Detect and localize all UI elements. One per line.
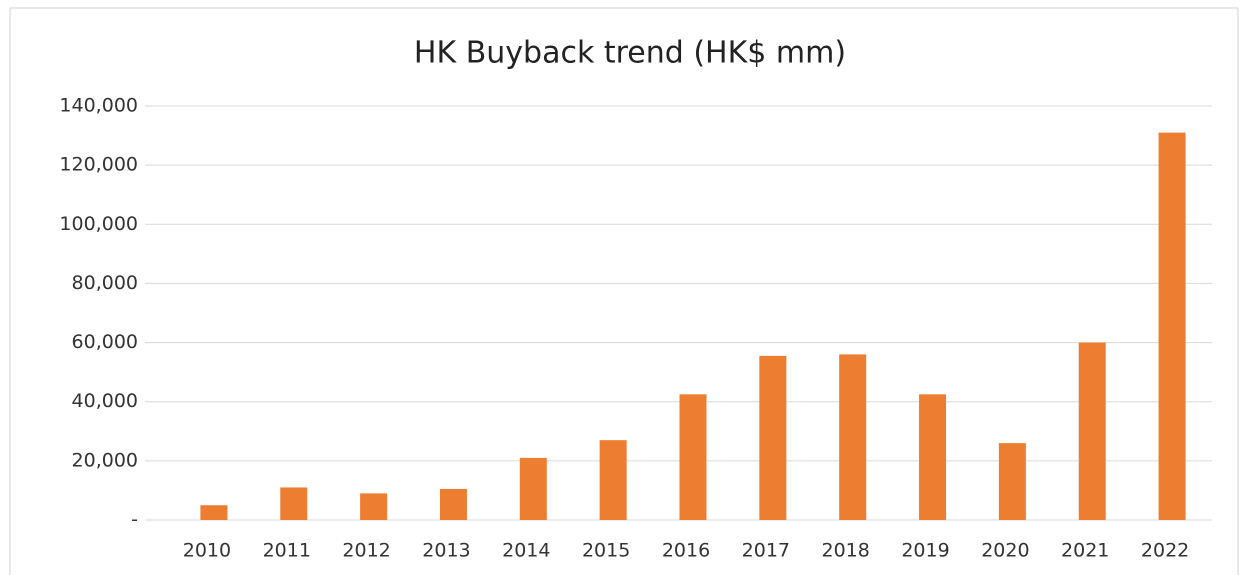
bar: [439, 488, 467, 520]
bar: [360, 493, 388, 520]
chart-title: HK Buyback trend (HK$ mm): [414, 36, 846, 71]
y-tick-label: 40,000: [72, 390, 138, 412]
y-tick-label: 20,000: [72, 449, 138, 471]
x-tick-label: 2018: [822, 540, 870, 562]
y-tick-label: 80,000: [72, 272, 138, 294]
x-tick-label: 2022: [1141, 540, 1189, 562]
bar: [519, 457, 547, 520]
x-tick-label: 2013: [422, 540, 470, 562]
y-tick-label: 140,000: [59, 95, 138, 117]
y-tick-label: 100,000: [59, 213, 138, 235]
x-tick-label: 2017: [742, 540, 790, 562]
bar: [919, 394, 947, 520]
x-tick-label: 2011: [263, 540, 311, 562]
x-tick-label: 2015: [582, 540, 630, 562]
y-tick-label: -: [131, 509, 138, 531]
x-tick-label: 2016: [662, 540, 710, 562]
bar: [599, 440, 627, 520]
bar: [280, 487, 308, 520]
x-tick-label: 2010: [183, 540, 231, 562]
bar: [759, 355, 787, 520]
bar: [200, 505, 228, 520]
bar: [998, 443, 1026, 520]
x-tick-label: 2012: [342, 540, 390, 562]
bar: [1158, 132, 1186, 520]
bar: [679, 394, 707, 520]
x-tick-label: 2020: [981, 540, 1029, 562]
bar: [1078, 342, 1106, 520]
x-tick-label: 2014: [502, 540, 550, 562]
x-tick-label: 2021: [1061, 540, 1109, 562]
bar: [839, 354, 867, 520]
x-tick-label: 2019: [901, 540, 949, 562]
y-tick-label: 60,000: [72, 331, 138, 353]
y-tick-label: 120,000: [59, 154, 138, 176]
